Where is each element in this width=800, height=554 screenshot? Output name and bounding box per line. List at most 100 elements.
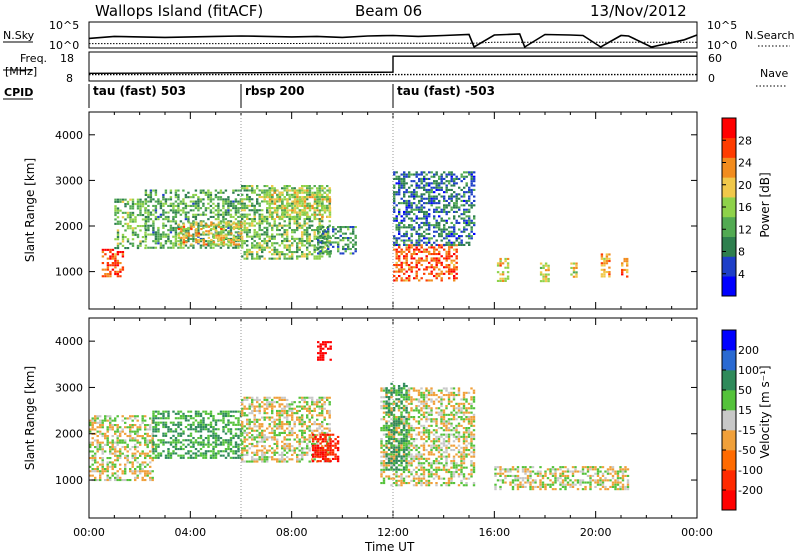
heatmap-cell <box>301 398 304 401</box>
heatmap-cell <box>435 188 438 191</box>
heatmap-cell <box>131 244 135 247</box>
heatmap-cell <box>296 447 299 450</box>
heatmap-cell <box>217 239 221 242</box>
heatmap-cell <box>157 200 160 203</box>
heatmap-cell <box>222 415 225 418</box>
heatmap-cell <box>387 420 391 423</box>
heatmap-cell <box>405 215 408 218</box>
heatmap-cell <box>179 200 183 203</box>
heatmap-cell <box>286 456 289 459</box>
heatmap-cell <box>298 189 301 192</box>
heatmap-cell <box>199 428 203 431</box>
heatmap-cell <box>317 232 320 235</box>
heatmap-cell <box>144 200 148 203</box>
heatmap-cell <box>126 443 129 446</box>
heatmap-cell <box>311 224 314 227</box>
heatmap-cell <box>453 202 456 205</box>
heatmap-cell <box>194 193 198 196</box>
heatmap-cell <box>278 405 281 408</box>
heatmap-cell <box>139 244 142 247</box>
heatmap-cell <box>415 420 418 423</box>
heatmap-cell <box>159 242 163 245</box>
heatmap-cell <box>116 459 119 462</box>
heatmap-cell <box>116 198 120 201</box>
heatmap-cell <box>408 173 411 176</box>
heatmap-cell <box>209 454 213 457</box>
heatmap-cell <box>425 237 428 240</box>
heatmap-cell <box>229 410 233 413</box>
heatmap-cell <box>261 445 264 448</box>
heatmap-cell <box>286 207 289 210</box>
heatmap-cell <box>172 445 175 448</box>
heatmap-cell <box>417 482 421 485</box>
heatmap-cell <box>167 452 170 455</box>
heatmap-cell <box>246 187 249 190</box>
heatmap-cell <box>144 211 147 214</box>
heatmap-cell <box>251 438 254 441</box>
heatmap-cell <box>418 180 421 183</box>
heatmap-cell <box>324 457 327 460</box>
heatmap-cell <box>286 409 289 412</box>
heatmap-cell <box>318 189 321 192</box>
heatmap-cell <box>291 235 294 238</box>
heatmap-cell <box>222 228 226 231</box>
heatmap-cell <box>425 484 428 487</box>
heatmap-cell <box>96 426 99 429</box>
heatmap-cell <box>159 454 163 457</box>
heatmap-cell <box>403 243 406 246</box>
heatmap-cell <box>403 219 406 222</box>
heatmap-cell <box>316 449 320 452</box>
heatmap-cell <box>425 184 428 187</box>
heatmap-cell <box>106 439 109 442</box>
heatmap-cell <box>306 416 309 419</box>
heatmap-cell <box>263 200 266 203</box>
heatmap-cell <box>109 452 112 455</box>
heatmap-cell <box>326 423 329 426</box>
heatmap-cell <box>205 225 208 228</box>
heatmap-cell <box>329 252 332 255</box>
heatmap-cell <box>542 280 545 283</box>
heatmap-cell <box>116 264 120 267</box>
heatmap-cell <box>306 193 309 196</box>
heatmap-cell <box>126 216 130 219</box>
heatmap-cell <box>408 224 411 227</box>
heatmap-cell <box>234 244 238 247</box>
heatmap-cell <box>465 199 468 202</box>
heatmap-cell <box>227 223 231 226</box>
heatmap-cell <box>344 250 347 253</box>
heatmap-cell <box>263 196 266 199</box>
heatmap-cell <box>415 173 418 176</box>
heatmap-cell <box>321 429 324 432</box>
heatmap-cell <box>390 477 393 480</box>
heatmap-cell <box>347 228 350 231</box>
heatmap-cell <box>407 429 411 432</box>
heatmap-cell <box>347 245 350 248</box>
heatmap-cell <box>217 213 220 216</box>
heatmap-cell <box>237 428 240 431</box>
heatmap-cell <box>109 426 112 429</box>
heatmap-cell <box>240 230 243 233</box>
heatmap-cell <box>296 242 299 245</box>
heatmap-cell <box>308 207 311 210</box>
heatmap-cell <box>473 180 476 183</box>
heatmap-cell <box>263 398 266 401</box>
heatmap-cell <box>286 215 289 218</box>
heatmap-cell <box>124 426 127 429</box>
heatmap-cell <box>246 445 249 448</box>
heatmap-cell <box>385 424 388 427</box>
heatmap-cell <box>276 460 279 463</box>
heatmap-cell <box>134 231 137 234</box>
heatmap-cell <box>311 398 314 401</box>
heatmap-cell <box>182 202 185 205</box>
heatmap-cell <box>126 426 129 429</box>
heatmap-cell <box>313 191 317 194</box>
heatmap-cell <box>327 232 330 235</box>
heatmap-cell <box>337 241 340 244</box>
heatmap-cell <box>134 218 137 221</box>
heatmap-cell <box>398 270 401 273</box>
heatmap-cell <box>463 228 466 231</box>
heatmap-cell <box>321 425 324 428</box>
heatmap-cell <box>177 204 180 207</box>
heatmap-cell <box>222 215 225 218</box>
heatmap-cell <box>321 224 324 227</box>
